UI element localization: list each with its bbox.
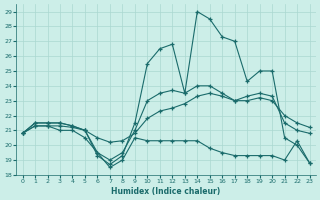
X-axis label: Humidex (Indice chaleur): Humidex (Indice chaleur) [111, 187, 221, 196]
